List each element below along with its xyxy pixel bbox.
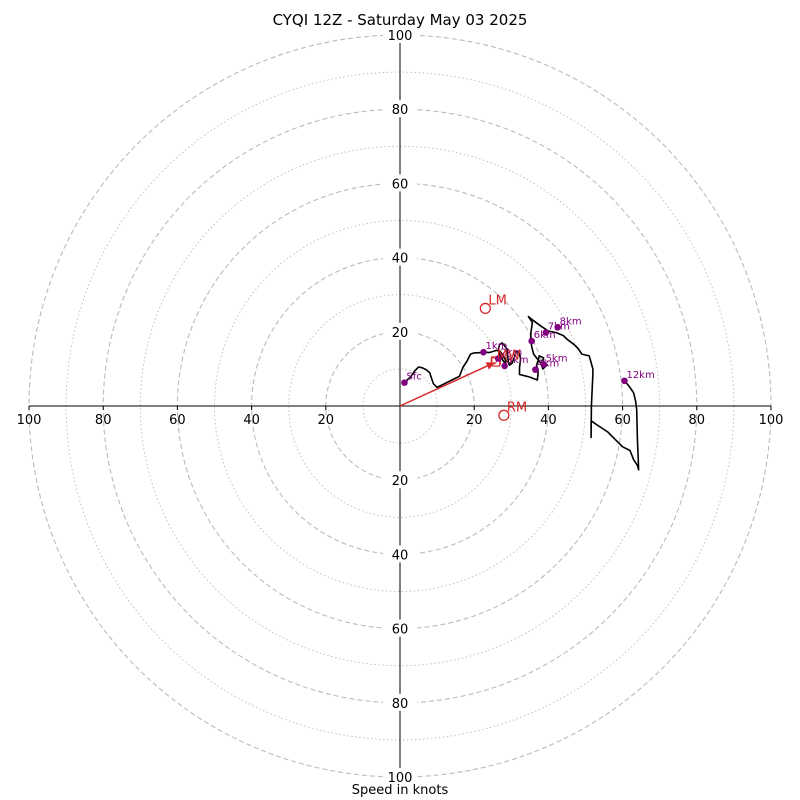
y-tick-label: 80 — [392, 697, 409, 712]
y-tick-label: 60 — [392, 623, 409, 638]
height-marker-label: 8km — [560, 316, 582, 327]
chart-title: CYQI 12Z - Saturday May 03 2025 — [272, 11, 528, 29]
height-marker-dot — [621, 377, 628, 385]
y-tick-label: 100 — [388, 29, 413, 44]
height-marker-label: Sfc — [406, 372, 421, 383]
height-marker-dot — [528, 337, 536, 345]
x-tick-label: 60 — [169, 413, 186, 428]
height-marker-label: 2km — [500, 348, 522, 359]
y-tick-background — [383, 545, 417, 563]
storm-motion-label: RM — [507, 400, 527, 415]
x-tick-label: 40 — [540, 413, 557, 428]
y-tick-label: 40 — [392, 252, 409, 267]
storm-motion-marker — [498, 409, 510, 421]
y-tick-label: 20 — [392, 326, 409, 341]
y-tick-background — [383, 471, 417, 489]
height-marker-dot — [542, 329, 550, 336]
y-tick-label: 60 — [392, 177, 409, 192]
mean-wind-box-label: DTM — [490, 356, 512, 367]
x-tick-label: 20 — [318, 413, 335, 428]
x-tick-label: 100 — [759, 413, 784, 428]
y-tick-background — [383, 322, 417, 340]
wind-profile — [403, 315, 640, 471]
x-axis-label: Speed in knots — [351, 783, 449, 798]
y-tick-background — [383, 248, 417, 266]
height-marker-label: 3km — [507, 355, 529, 366]
height-marker-dot — [532, 366, 539, 373]
height-marker-label: 4km — [537, 359, 559, 370]
x-tick-label: 80 — [95, 413, 112, 428]
x-tick-label: 80 — [689, 413, 706, 428]
height-marker-label: 12km — [626, 370, 654, 381]
height-marker-label: 5km — [546, 353, 568, 364]
y-tick-label: 80 — [392, 103, 409, 118]
y-tick-label: 20 — [392, 474, 409, 489]
y-tick-background — [383, 768, 417, 785]
storm-motion-label: LM — [488, 293, 506, 308]
mean-wind-label: MW — [497, 348, 521, 363]
y-tick-background — [383, 174, 417, 192]
storm-motion-markers: LM RM MW — [479, 293, 527, 421]
y-tick-background — [383, 26, 417, 43]
height-marker-dot — [501, 362, 508, 370]
height-marker-label: 1km — [485, 341, 507, 352]
height-marker-dot — [540, 361, 547, 368]
y-tick-label: 100 — [388, 771, 413, 786]
shear-vector-arrowhead — [485, 362, 495, 370]
height-marker-dot — [480, 348, 487, 356]
y-tick-label: 40 — [392, 548, 409, 563]
height-marker-dot — [495, 355, 502, 362]
height-marker-dot — [554, 324, 561, 331]
tick-labels: 20 20 20 20 40 40 40 40 60 60 60 60 80 80 80 80 100 100 10… — [17, 26, 784, 786]
x-tick-label: 60 — [614, 413, 631, 428]
x-tick-label: 20 — [466, 413, 483, 428]
x-tick-label: 100 — [17, 413, 42, 428]
x-tick-label: 40 — [243, 413, 260, 428]
y-tick-background — [383, 100, 417, 118]
y-tick-background — [383, 619, 417, 637]
shear-vector-line — [399, 361, 495, 407]
height-markers: Sfc1km2km3km4km5km6km7km8km12km — [401, 316, 655, 386]
height-marker-dot — [401, 379, 408, 386]
wind-profile-line — [403, 315, 640, 471]
y-tick-background — [383, 693, 417, 711]
storm-motion-marker — [479, 302, 491, 315]
